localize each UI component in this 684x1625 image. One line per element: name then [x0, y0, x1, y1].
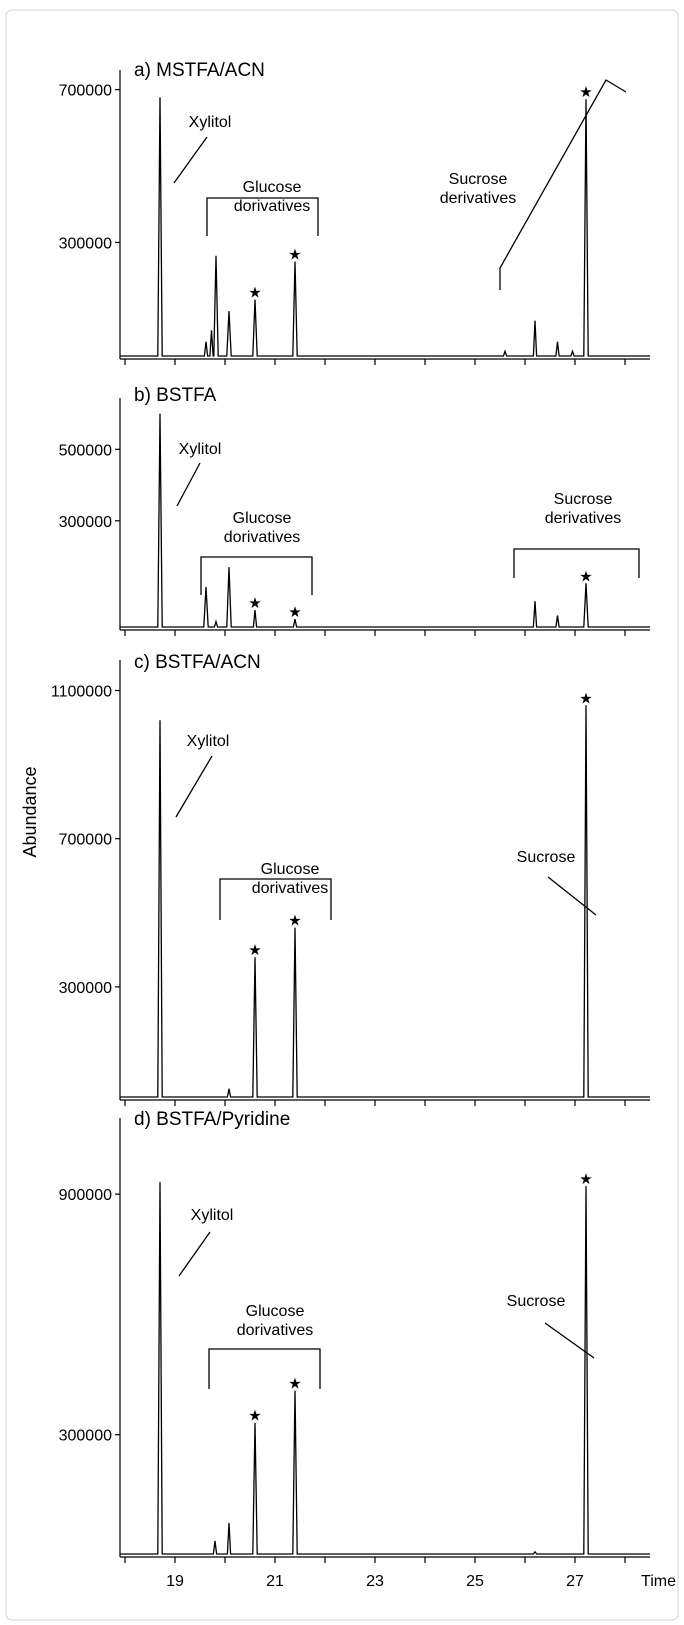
annotation-label: Xylitol [189, 114, 232, 131]
y-tick-label: 700000 [59, 832, 112, 849]
peak-star-marker: ★ [248, 1407, 261, 1425]
panel-2: b) BSTFA 300000 500000 ★ ★ ★ Xylitol Glucose dor… [59, 385, 650, 636]
x-axis-label: Time [641, 1573, 676, 1590]
figure-frame [5, 9, 679, 1621]
y-tick-label: 700000 [59, 83, 112, 100]
peak-star-marker: ★ [248, 284, 261, 302]
annotation-line: dorivatives [237, 1322, 313, 1339]
panel-4: d) BSTFA/Pyridine 300000 900000 ★ ★ ★ Xylitol G… [59, 1109, 676, 1590]
x-tick-label: 23 [366, 1573, 384, 1590]
panel-1: a) MSTFA/ACN 300000 700000 ★ ★ ★ Xylitol Glucos… [59, 60, 650, 365]
annotation-label: Glucose dorivatives [234, 179, 310, 215]
y-tick-label: 300000 [59, 514, 112, 531]
annotation-line: derivatives [545, 510, 621, 527]
annotation-label: Xylitol [187, 733, 230, 750]
peak-star-marker: ★ [248, 594, 261, 612]
bracket [206, 197, 319, 236]
panel-title: a) MSTFA/ACN [134, 60, 265, 81]
y-tick-label: 500000 [59, 442, 112, 459]
bracket [200, 556, 313, 595]
x-tick-label: 25 [466, 1573, 484, 1590]
y-tick-label: 1100000 [51, 684, 112, 701]
leader-line [499, 79, 627, 290]
annotation-line: Sucrose [517, 849, 576, 866]
peak-star-marker: ★ [288, 246, 301, 264]
panels: a) MSTFA/ACN 300000 700000 ★ ★ ★ Xylitol Glucos… [51, 60, 676, 1590]
annotation-label: Sucrose [517, 849, 576, 866]
annotation-line: dorivatives [234, 198, 310, 215]
peak-star-marker: ★ [579, 1170, 592, 1188]
leader-line [544, 1322, 595, 1359]
annotation-line: Xylitol [191, 1207, 234, 1224]
panel-title: c) BSTFA/ACN [134, 652, 261, 673]
leader-line [173, 136, 208, 184]
annotation-line: Sucrose [554, 491, 613, 508]
x-tick-label: 27 [566, 1573, 584, 1590]
annotation-line: Glucose [246, 1303, 305, 1320]
panel-3: c) BSTFA/ACN 300000 700000 1100000 ★ ★ ★ Xylito… [51, 652, 650, 1106]
annotation-line: Sucrose [449, 171, 508, 188]
peak-star-marker: ★ [288, 912, 301, 930]
bracket [219, 878, 332, 920]
bracket [513, 548, 640, 578]
y-tick-label: 300000 [59, 235, 112, 252]
bracket [208, 1348, 321, 1389]
peak-star-marker: ★ [579, 567, 592, 585]
y-tick-label: 900000 [59, 1187, 112, 1204]
annotation-line: Xylitol [187, 733, 230, 750]
annotation-label: Sucrose derivatives [545, 491, 621, 527]
panel-title: d) BSTFA/Pyridine [134, 1109, 290, 1130]
y-tick-label: 300000 [59, 1428, 112, 1445]
annotation-label: Xylitol [191, 1207, 234, 1224]
annotation-line: dorivatives [252, 880, 328, 897]
annotation-label: Xylitol [179, 441, 222, 458]
leader-line [175, 755, 213, 818]
leader-line [176, 462, 201, 507]
y-axis-label: Abundance [20, 766, 40, 857]
annotation-label: Sucrose [507, 1293, 566, 1310]
leader-line [547, 876, 597, 916]
x-tick-label: 19 [166, 1573, 184, 1590]
annotation-label: Glucose dorivatives [252, 861, 328, 897]
peak-star-marker: ★ [288, 603, 301, 621]
annotation-line: Glucose [261, 861, 320, 878]
y-tick-label: 300000 [59, 980, 112, 997]
annotation-line: Glucose [233, 510, 292, 527]
panel-title: b) BSTFA [134, 385, 217, 406]
annotation-label: Sucrose derivatives [440, 171, 516, 207]
annotation-line: Xylitol [179, 441, 222, 458]
peak-star-marker: ★ [579, 83, 592, 101]
peak-star-marker: ★ [288, 1375, 301, 1393]
leader-line [178, 1231, 211, 1277]
chromatogram-trace [120, 97, 650, 357]
peak-star-marker: ★ [579, 689, 592, 707]
annotation-line: Sucrose [507, 1293, 566, 1310]
annotation-line: Xylitol [189, 114, 232, 131]
peak-star-marker: ★ [248, 941, 261, 959]
x-tick-label: 21 [266, 1573, 284, 1590]
annotation-line: Glucose [243, 179, 302, 196]
annotation-label: Glucose dorivatives [224, 510, 300, 546]
annotation-line: dorivatives [224, 529, 300, 546]
annotation-label: Glucose dorivatives [237, 1303, 313, 1339]
annotation-line: derivatives [440, 190, 516, 207]
